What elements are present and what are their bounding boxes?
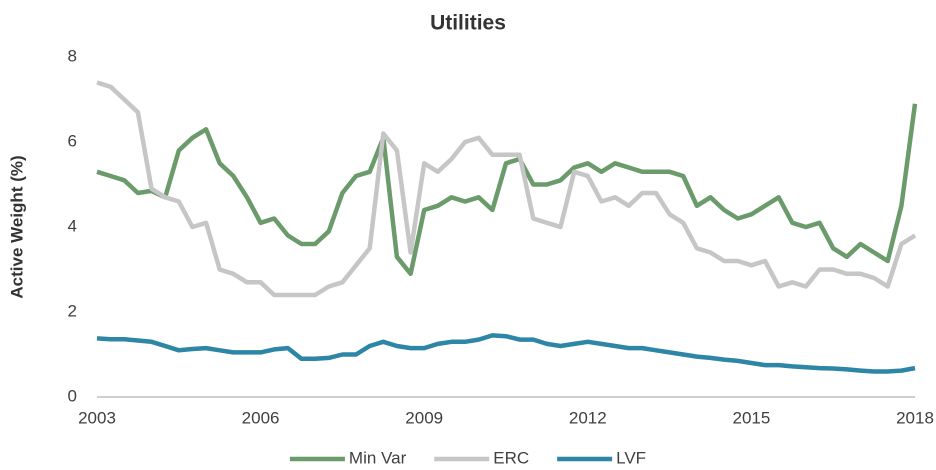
- legend-label: ERC: [493, 448, 529, 467]
- y-axis-label: Active Weight (%): [7, 155, 26, 298]
- legend-label: LVF: [616, 448, 646, 467]
- chart-title: Utilities: [430, 12, 506, 35]
- y-tick-label: 4: [68, 216, 77, 235]
- y-tick-label: 0: [68, 386, 77, 405]
- x-tick-label: 2006: [242, 408, 280, 427]
- x-tick-label: 2009: [405, 408, 443, 427]
- x-tick-label: 2012: [569, 408, 607, 427]
- x-tick-label: 2003: [78, 408, 116, 427]
- y-tick-label: 2: [68, 301, 77, 320]
- y-tick-label: 8: [68, 46, 77, 65]
- series-line: [96, 80, 917, 298]
- series-line: [96, 333, 916, 374]
- x-tick-label: 2018: [896, 408, 934, 427]
- series-line: [96, 103, 918, 277]
- y-tick-label: 6: [68, 131, 77, 150]
- legend-label: Min Var: [349, 448, 407, 467]
- x-tick-label: 2015: [732, 408, 770, 427]
